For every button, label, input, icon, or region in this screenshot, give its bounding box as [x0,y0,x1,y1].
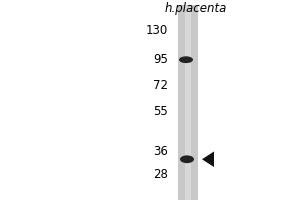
Polygon shape [202,151,214,167]
Bar [178,5,198,200]
Text: 130: 130 [146,24,168,37]
Ellipse shape [180,155,194,163]
Text: 55: 55 [153,105,168,118]
Text: 72: 72 [153,79,168,92]
Text: h.placenta: h.placenta [165,2,227,15]
Text: 36: 36 [153,145,168,158]
Ellipse shape [179,56,193,63]
Text: 95: 95 [153,53,168,66]
Text: 28: 28 [153,168,168,181]
Bar [185,5,191,200]
